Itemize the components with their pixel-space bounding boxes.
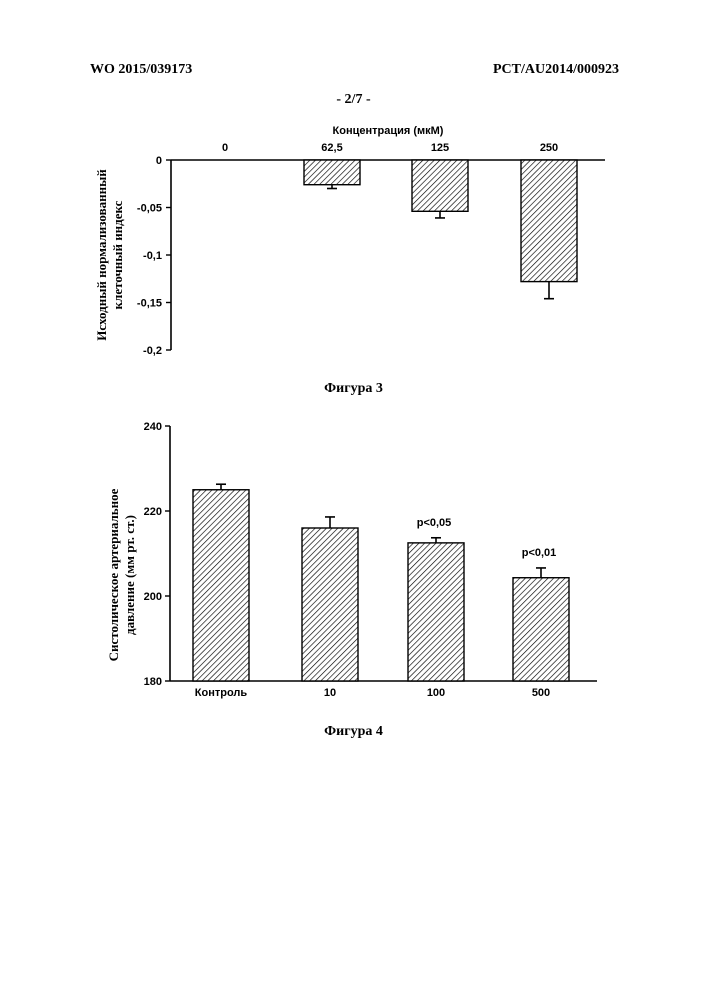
x-axis-title: Концентрация (мкМ) bbox=[333, 125, 444, 137]
bar bbox=[301, 527, 359, 682]
x-tick-label: 62,5 bbox=[321, 142, 342, 154]
x-tick-label: Контроль bbox=[195, 687, 248, 699]
figure-3-chart: 0 -0,05 -0,1 -0,15 -0,2 0 62,5 125 250 Концентрац… bbox=[94, 125, 605, 357]
bar bbox=[192, 489, 250, 682]
x-tick-label: 100 bbox=[427, 687, 445, 699]
figure-4-chart: 180 200 220 240 Контроль 10 100 500 p<0,05 p<0,01… bbox=[106, 421, 597, 699]
page-number: - 2/7 - bbox=[336, 92, 371, 107]
y-tick-label: 220 bbox=[144, 506, 162, 518]
significance-label: p<0,05 bbox=[417, 517, 452, 529]
x-tick-label: 0 bbox=[222, 142, 228, 154]
y-tick-label: 180 bbox=[144, 676, 162, 688]
y-tick-label: 200 bbox=[144, 591, 162, 603]
x-tick-label: 125 bbox=[431, 142, 449, 154]
bar bbox=[520, 159, 578, 283]
y-axis-title: Исходный нормализованныйклеточный индекс bbox=[94, 169, 125, 341]
y-tick-label: -0,2 bbox=[143, 345, 162, 357]
y-tick-label: -0,05 bbox=[137, 203, 162, 215]
application-number: PCT/AU2014/000923 bbox=[493, 62, 619, 77]
y-axis-title: Систолическое артериальноедавление (мм р… bbox=[106, 488, 137, 661]
bar bbox=[512, 577, 570, 682]
y-tick-label: -0,15 bbox=[137, 298, 162, 310]
figure-3-caption: Фигура 3 bbox=[324, 381, 383, 396]
x-tick-label: 250 bbox=[540, 142, 558, 154]
y-tick-label: 0 bbox=[156, 155, 162, 167]
y-tick-label: -0,1 bbox=[143, 250, 162, 262]
bar bbox=[407, 542, 465, 682]
x-tick-label: 10 bbox=[324, 687, 336, 699]
y-tick-label: 240 bbox=[144, 421, 162, 433]
x-tick-label: 500 bbox=[532, 687, 550, 699]
figure-4-caption: Фигура 4 bbox=[324, 724, 383, 739]
bar bbox=[303, 159, 361, 186]
significance-label: p<0,01 bbox=[522, 547, 557, 559]
bar bbox=[411, 159, 469, 212]
patent-number: WO 2015/039173 bbox=[90, 62, 193, 77]
